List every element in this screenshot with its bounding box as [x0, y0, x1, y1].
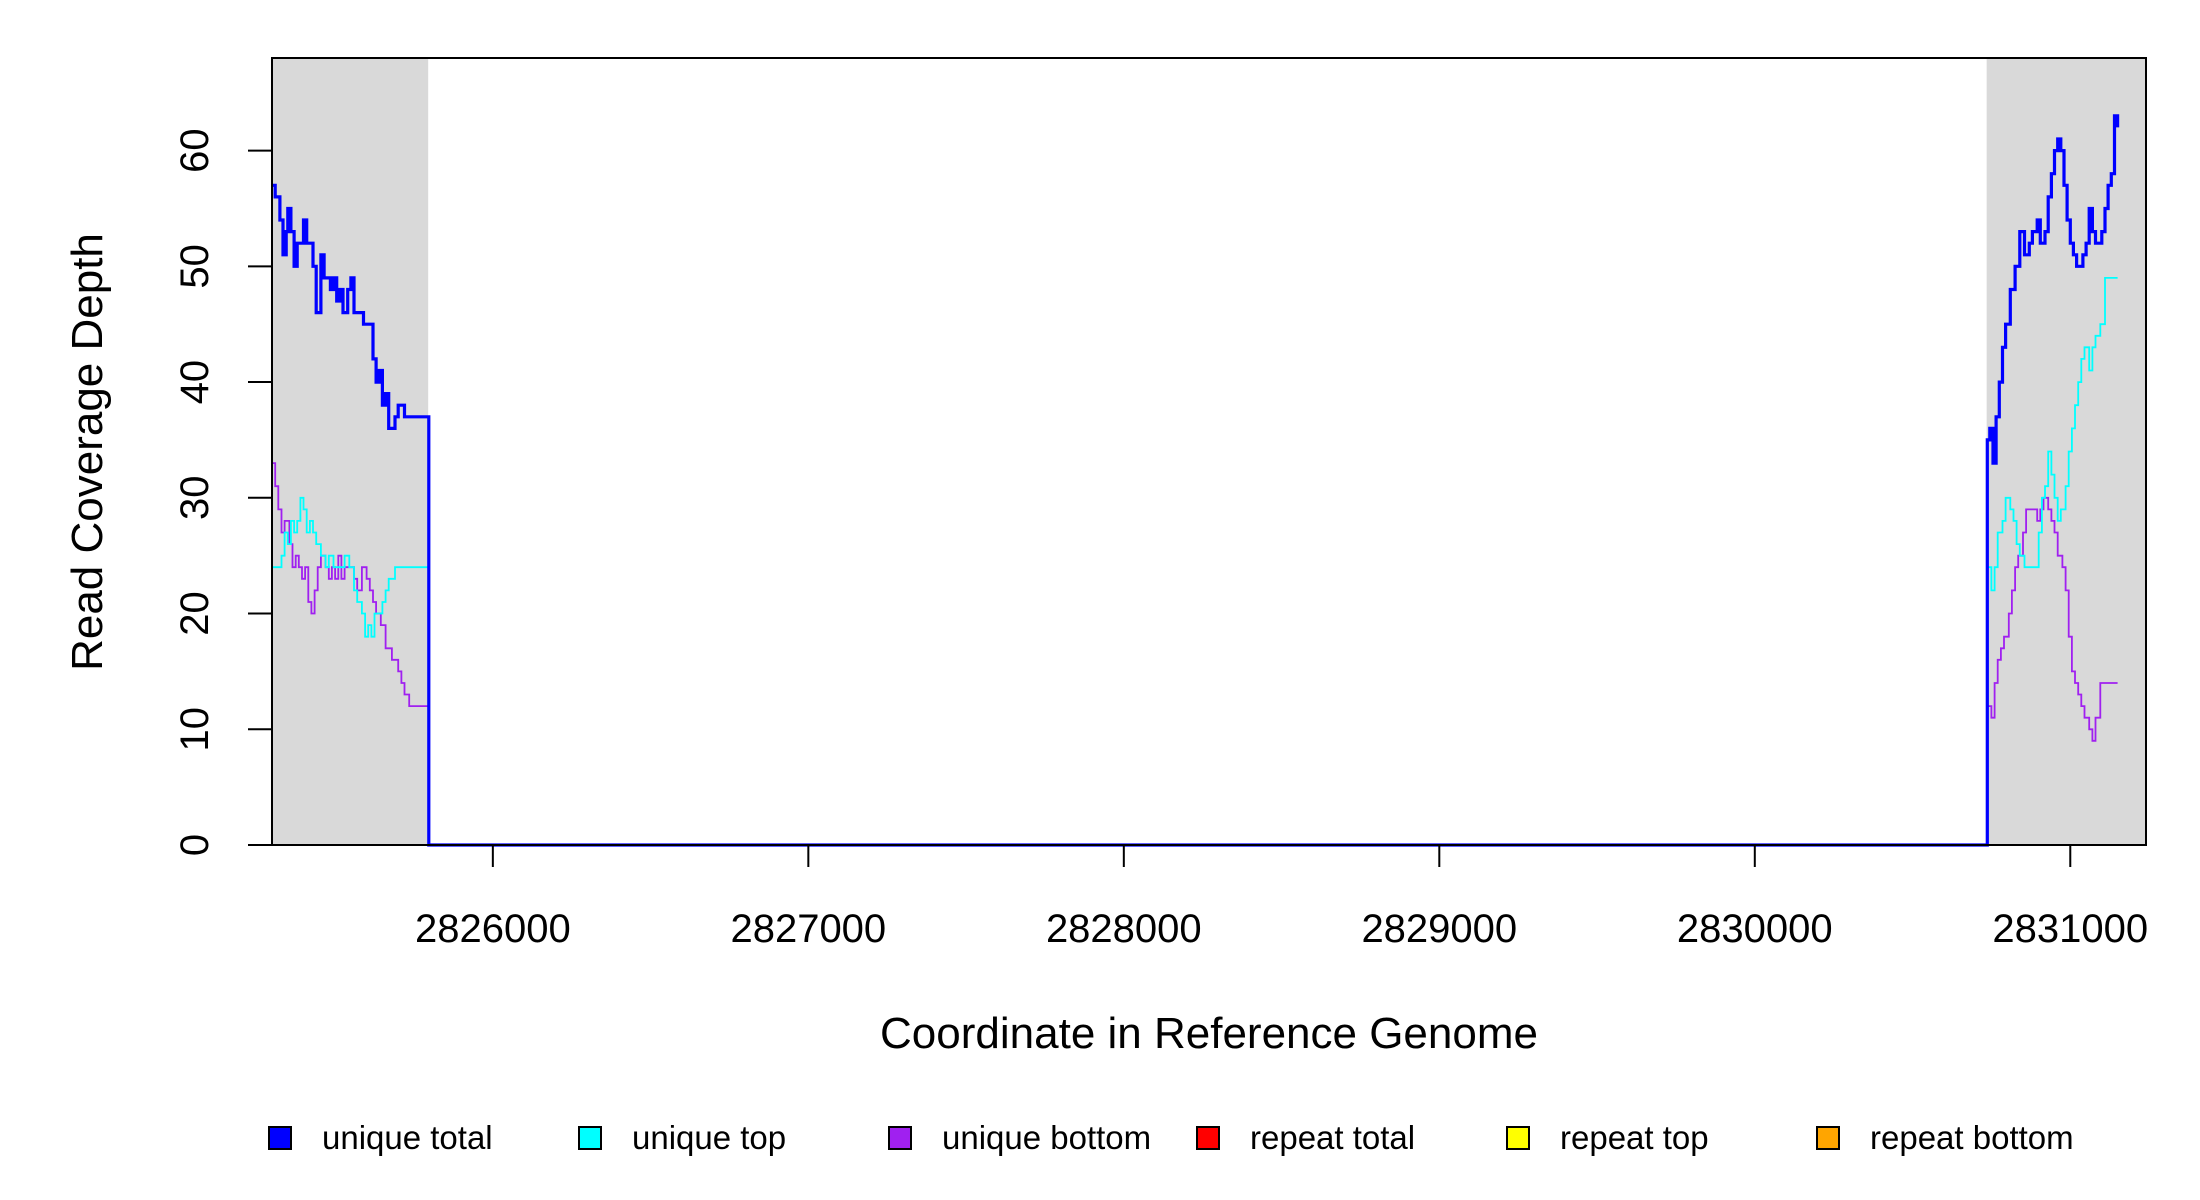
y-tick-label: 10: [173, 707, 217, 752]
series-lines: [272, 114, 2146, 847]
x-axis-title: Coordinate in Reference Genome: [880, 1009, 1538, 1058]
legend-item-unique-top: unique top: [578, 1110, 786, 1166]
legend-label: repeat total: [1250, 1119, 1416, 1156]
y-tick-label: 20: [173, 591, 217, 636]
legend-item-repeat-total: repeat total: [1196, 1110, 1415, 1166]
y-tick-label: 30: [173, 476, 217, 521]
legend-item-repeat-bottom: repeat bottom: [1816, 1110, 2074, 1166]
shaded-regions: [272, 58, 2146, 845]
shaded-region-1: [272, 58, 429, 845]
legend-swatch: [268, 1126, 292, 1150]
x-tick-label: 2828000: [1046, 907, 1202, 951]
plot-frame: [271, 57, 2147, 846]
coverage-chart: 2826000 2827000 2828000 2829000 2830000 28310…: [63, 57, 2148, 1058]
y-tick-label: 40: [173, 360, 217, 405]
shaded-region-2: [1986, 58, 2146, 845]
y-axis: 0 10 20 30 40 50 60: [173, 128, 273, 856]
x-axis: 2826000 2827000 2828000 2829000 2830000 28310…: [415, 844, 2148, 951]
legend-swatch: [1816, 1126, 1840, 1150]
legend-label: unique total: [322, 1119, 493, 1156]
x-tick-label: 2830000: [1677, 907, 1833, 951]
legend-item-unique-total: unique total: [268, 1110, 493, 1166]
legend: unique total unique top unique bottom repea…: [0, 1110, 2200, 1170]
y-tick-label: 0: [173, 834, 217, 856]
series-unique-total: [272, 114, 2120, 847]
x-tick-label: 2831000: [1992, 907, 2148, 951]
legend-item-unique-bottom: unique bottom: [888, 1110, 1151, 1166]
legend-label: repeat top: [1560, 1119, 1709, 1156]
y-axis-title: Read Coverage Depth: [63, 233, 112, 671]
legend-label: unique bottom: [942, 1119, 1152, 1156]
legend-swatch: [1506, 1126, 1530, 1150]
y-tick-label: 50: [173, 244, 217, 289]
y-tick-label: 60: [173, 128, 217, 173]
x-tick-label: 2827000: [730, 907, 886, 951]
series-unique-top: [272, 277, 2118, 846]
legend-label: unique top: [632, 1119, 787, 1156]
legend-label: repeat bottom: [1870, 1119, 2074, 1156]
legend-swatch: [888, 1126, 912, 1150]
legend-item-repeat-top: repeat top: [1506, 1110, 1709, 1166]
series-unique-bottom: [272, 462, 2118, 846]
legend-swatch: [1196, 1126, 1220, 1150]
x-tick-label: 2829000: [1361, 907, 1517, 951]
legend-swatch: [578, 1126, 602, 1150]
x-tick-label: 2826000: [415, 907, 571, 951]
